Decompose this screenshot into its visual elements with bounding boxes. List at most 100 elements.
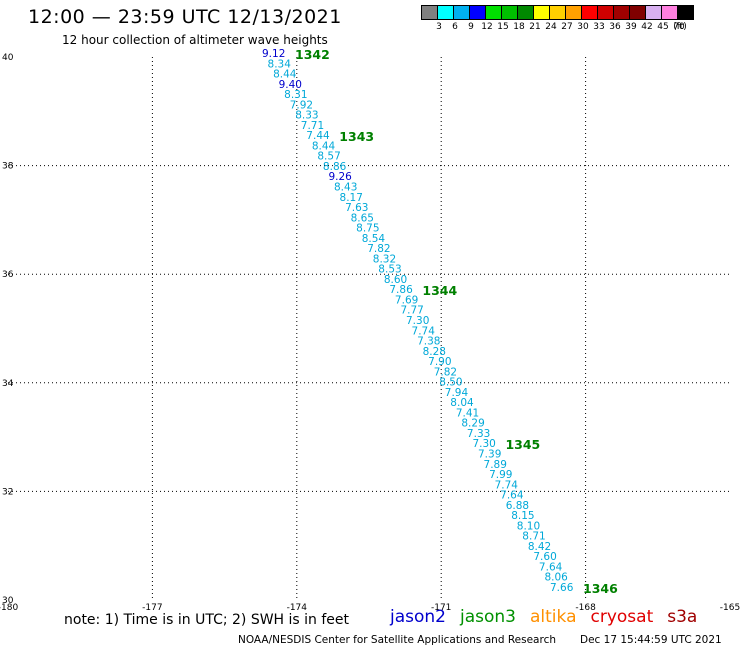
wave-height-value: 8.17 — [340, 192, 363, 204]
legend-label: 6 — [452, 22, 458, 32]
wave-height-value: 7.82 — [367, 243, 390, 255]
wave-height-value: 7.64 — [500, 490, 524, 502]
wave-height-value: 7.66 — [550, 582, 574, 594]
latitude-tick-label: 30 — [2, 596, 14, 606]
footer-date: Dec 17 15:44:59 UTC 2021 — [580, 634, 722, 646]
pass-number-label: 1342 — [295, 47, 330, 62]
wave-height-value: 8.43 — [334, 182, 357, 194]
wave-height-value: 8.06 — [544, 572, 568, 584]
satellite-name-s3a: s3a — [667, 607, 698, 627]
footer-note: note: 1) Time is in UTC; 2) SWH is in fe… — [64, 612, 350, 628]
latitude-tick-label: 38 — [2, 162, 14, 172]
satellite-track: 9.128.348.449.408.317.928.337.717.448.44… — [262, 48, 574, 594]
legend-label: 21 — [529, 22, 541, 32]
wave-height-value: 8.33 — [295, 110, 318, 122]
wave-height-value: 7.90 — [428, 356, 451, 368]
wave-height-value: 8.34 — [268, 58, 292, 70]
satellite-legend: jason2 jason3 altika cryosat s3a — [390, 607, 711, 627]
wave-height-value: 9.12 — [262, 48, 285, 60]
wave-height-value: 8.29 — [461, 418, 484, 430]
legend-label: 45 — [657, 22, 669, 32]
wave-height-value: 8.44 — [312, 140, 336, 152]
wave-height-value: 8.65 — [351, 212, 374, 224]
legend-label: 24 — [545, 22, 557, 32]
color-legend: 3 6 9 12 15 18 21 24 27 30 33 36 39 42 45 70 (ft) — [421, 5, 694, 34]
wave-height-value: 6.88 — [506, 500, 529, 512]
wave-height-value: 7.71 — [301, 120, 324, 132]
wave-height-value: 7.44 — [306, 130, 330, 142]
wave-height-value: 8.75 — [356, 223, 379, 235]
wave-height-value: 8.42 — [528, 541, 551, 553]
legend-label: 39 — [625, 22, 637, 32]
wave-height-value: 7.74 — [412, 325, 436, 337]
pass-number-label: 1345 — [505, 437, 540, 452]
wave-height-value: 8.04 — [450, 397, 474, 409]
wave-height-value: 8.28 — [423, 346, 446, 358]
wave-height-value: 7.86 — [389, 284, 413, 296]
footer-credit: NOAA/NESDIS Center for Satellite Applica… — [238, 634, 556, 646]
page-title: 12:00 — 23:59 UTC 12/13/2021 — [28, 6, 342, 28]
latitude-tick-label: 40 — [2, 53, 14, 63]
pass-number-label: 1346 — [583, 581, 618, 596]
wave-height-value: 8.10 — [517, 520, 540, 532]
wave-height-value: 8.32 — [373, 253, 396, 265]
wave-height-value: 8.71 — [522, 531, 545, 543]
wave-height-value: 7.63 — [345, 202, 368, 214]
legend-label: 30 — [577, 22, 589, 32]
longitude-tick-label: -171 — [431, 603, 451, 613]
satellite-name-jason3: jason3 — [460, 607, 516, 627]
legend-label: 15 — [497, 22, 509, 32]
wave-height-value: 7.60 — [533, 551, 556, 563]
wave-height-value: 9.26 — [328, 171, 352, 183]
longitude-tick-label: -168 — [575, 603, 596, 613]
wave-height-value: 7.82 — [434, 366, 457, 378]
legend-label: 36 — [609, 22, 621, 32]
wave-height-value: 7.99 — [489, 469, 512, 481]
wave-height-value: 7.41 — [456, 407, 479, 419]
longitude-tick-label: -177 — [142, 603, 162, 613]
legend-label: 42 — [641, 22, 653, 32]
wave-height-value: 7.30 — [472, 438, 495, 450]
latitude-tick-label: 36 — [2, 270, 14, 280]
satellite-name-jason2: jason2 — [390, 607, 446, 627]
legend-label: 70 — [673, 22, 685, 32]
legend-swatch — [677, 5, 694, 20]
wave-height-value: 8.31 — [284, 89, 307, 101]
axis-labels: -180 -177 -174 -171 -168 -165 30 32 34 36 38 40 — [0, 53, 740, 613]
legend-label: 18 — [513, 22, 525, 32]
legend-label: 12 — [481, 22, 493, 32]
legend-swatches — [421, 5, 694, 20]
longitude-tick-label: -165 — [720, 603, 740, 613]
latitude-tick-label: 32 — [2, 487, 13, 497]
wave-height-value: 8.44 — [273, 69, 297, 81]
wave-height-value: 7.92 — [290, 99, 313, 111]
wave-height-value: 7.38 — [417, 336, 440, 348]
legend-unit: (ft) — [673, 22, 687, 32]
wave-height-value: 7.74 — [495, 479, 519, 491]
longitude-tick-label: -180 — [0, 603, 18, 613]
wave-height-value: 8.15 — [511, 510, 534, 522]
longitude-tick-label: -174 — [287, 603, 308, 613]
wave-height-value: 8.60 — [384, 274, 407, 286]
legend-labels: 3 6 9 12 15 18 21 24 27 30 33 36 39 42 45 70 (ft) — [422, 20, 694, 34]
wave-height-value: 7.69 — [395, 294, 418, 306]
pass-labels: 1342 1343 1344 1345 1346 — [295, 47, 618, 596]
wave-height-value: 8.86 — [323, 161, 347, 173]
wave-height-value: 8.54 — [362, 233, 386, 245]
wave-height-value: 7.39 — [478, 449, 501, 461]
satellite-name-altika: altika — [530, 607, 577, 627]
wave-height-value: 7.30 — [406, 315, 429, 327]
pass-number-label: 1344 — [422, 283, 457, 298]
pass-number-label: 1343 — [339, 129, 374, 144]
wave-height-value: 7.94 — [445, 387, 469, 399]
satellite-name-cryosat: cryosat — [590, 607, 654, 627]
wave-height-value: 7.89 — [484, 459, 507, 471]
wave-height-value: 7.77 — [400, 305, 423, 317]
page-subtitle: 12 hour collection of altimeter wave hei… — [62, 33, 328, 47]
wave-height-value: 8.57 — [317, 151, 340, 163]
wave-height-value: 7.64 — [539, 561, 563, 573]
wave-height-value: 8.50 — [439, 377, 462, 389]
map-grid — [8, 57, 730, 600]
legend-label: 3 — [436, 22, 442, 32]
wave-height-value: 9.40 — [279, 79, 302, 91]
